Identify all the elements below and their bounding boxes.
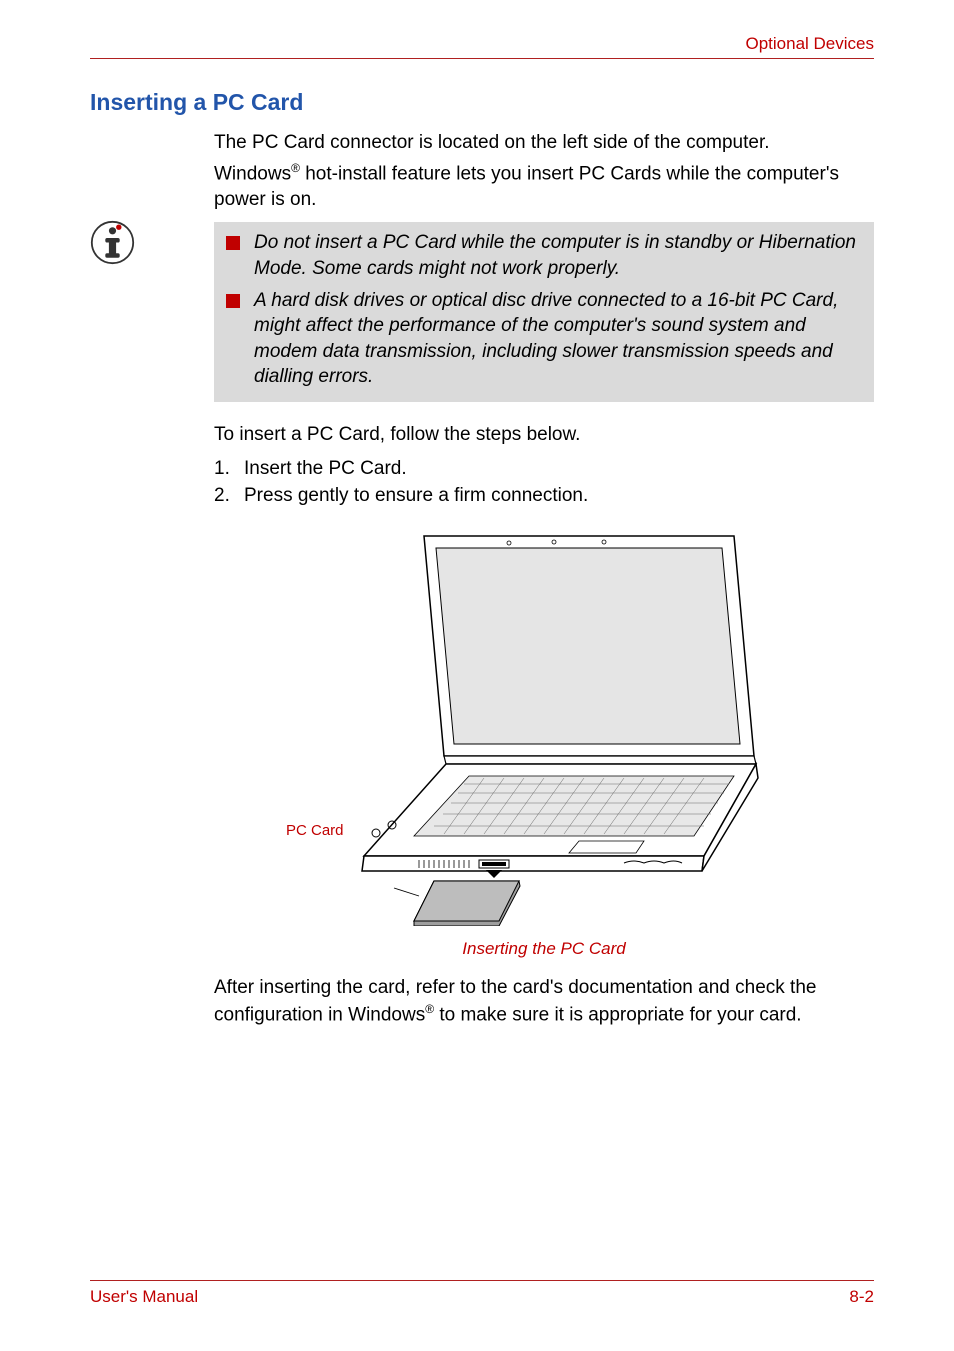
note-text: A hard disk drives or optical disc drive…	[254, 288, 862, 391]
chapter-title: Optional Devices	[745, 34, 874, 53]
after-paragraph: After inserting the card, refer to the c…	[214, 975, 874, 1030]
after-text-b: to make sure it is appropriate for your …	[434, 1005, 802, 1026]
section-heading: Inserting a PC Card	[90, 89, 874, 116]
note-list: Do not insert a PC Card while the comput…	[226, 230, 862, 390]
page-header: Optional Devices	[90, 34, 874, 59]
page-footer: User's Manual 8-2	[90, 1280, 874, 1307]
paragraph-1: The PC Card connector is located on the …	[214, 130, 874, 156]
para2-pre: Windows	[214, 163, 291, 184]
square-bullet-icon	[226, 294, 240, 308]
list-item: 1. Insert the PC Card.	[214, 455, 874, 483]
square-bullet-icon	[226, 236, 240, 250]
paragraph-2: Windows® hot-install feature lets you in…	[214, 160, 874, 213]
steps-intro: To insert a PC Card, follow the steps be…	[214, 422, 874, 449]
list-text: Press gently to ensure a firm connection…	[244, 482, 588, 510]
figure-caption: Inserting the PC Card	[214, 939, 874, 959]
info-icon	[90, 220, 135, 265]
registered-mark: ®	[291, 161, 300, 175]
footer-right: 8-2	[849, 1287, 874, 1307]
note-item: Do not insert a PC Card while the comput…	[226, 230, 862, 281]
list-number: 1.	[214, 455, 244, 483]
registered-mark: ®	[425, 1002, 434, 1016]
note-item: A hard disk drives or optical disc drive…	[226, 288, 862, 391]
note-box: Do not insert a PC Card while the comput…	[214, 222, 874, 402]
para2-post: hot-install feature lets you insert PC C…	[214, 163, 839, 210]
list-number: 2.	[214, 482, 244, 510]
ordered-list: 1. Insert the PC Card. 2. Press gently t…	[214, 455, 874, 510]
list-item: 2. Press gently to ensure a firm connect…	[214, 482, 874, 510]
pc-card-label: PC Card	[286, 822, 344, 839]
figure: PC Card	[214, 526, 874, 959]
note-text: Do not insert a PC Card while the comput…	[254, 230, 862, 281]
laptop-illustration	[324, 526, 764, 926]
list-text: Insert the PC Card.	[244, 455, 407, 483]
footer-left: User's Manual	[90, 1287, 198, 1307]
